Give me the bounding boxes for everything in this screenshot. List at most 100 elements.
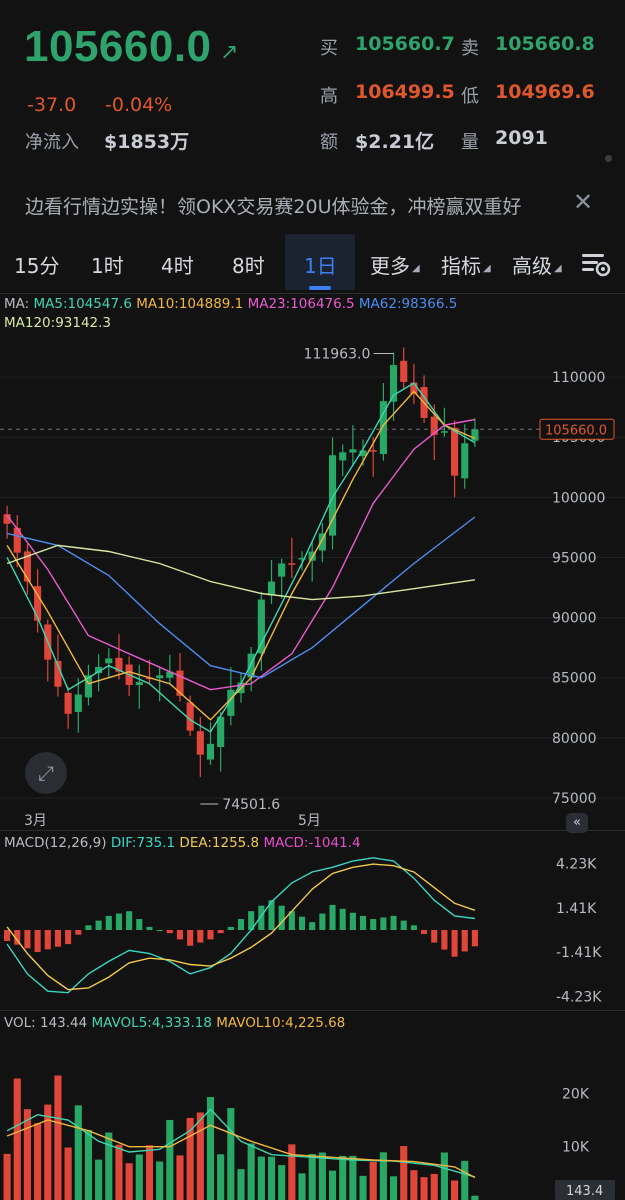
sell-label: 卖: [461, 38, 479, 59]
macd-chart[interactable]: 4.23K 1.41K -1.41K -4.23K: [0, 850, 625, 1010]
volume-bar: [145, 1145, 154, 1200]
volume-value: 2091: [495, 127, 548, 149]
candle-body: [186, 702, 194, 731]
promo-banner[interactable]: 边看行情边实操！领OKX交易赛20U体验金，冲榜赢双重好: [25, 196, 522, 218]
volume-bar: [84, 1129, 93, 1200]
volume-bar: [135, 1154, 143, 1200]
volume-bar: [166, 1119, 174, 1200]
scroll-to-latest-icon[interactable]: «: [566, 813, 588, 833]
candle-body: [400, 360, 408, 382]
volume-bar: [298, 1173, 306, 1200]
tab-15m[interactable]: 15分: [14, 254, 60, 278]
volume-bar: [105, 1132, 113, 1200]
macd-bar: [65, 930, 72, 945]
triangle-down-icon: ◢: [483, 263, 491, 274]
last-price-tag-text: 105660.0: [545, 423, 607, 438]
volume-bar: [156, 1161, 164, 1200]
vol-last-tag: [555, 1180, 615, 1200]
tab-4h[interactable]: 4时: [161, 254, 194, 278]
macd-bar: [217, 930, 224, 934]
volume-bar: [410, 1170, 418, 1200]
volume-bar: [196, 1112, 204, 1200]
candle-body: [23, 551, 31, 582]
macd-bar: [207, 930, 214, 940]
dif-line: [6, 857, 475, 994]
candle-body: [84, 675, 93, 698]
candle-body: [166, 671, 174, 678]
macd-bar: [156, 930, 163, 931]
tab-active-underline: [309, 286, 331, 290]
chart-settings-icon[interactable]: [580, 250, 612, 278]
tab-8h[interactable]: 8时: [232, 254, 265, 278]
candle-body: [156, 675, 164, 679]
macd-bar: [319, 913, 326, 930]
y-tick-label: 95000: [552, 550, 597, 566]
candle-body: [349, 449, 357, 453]
candle-body: [135, 681, 143, 686]
tab-active-background: [285, 234, 355, 290]
tab-1h[interactable]: 1时: [91, 254, 124, 278]
macd-bar: [126, 911, 133, 930]
tab-advanced[interactable]: 高级 ◢: [512, 250, 562, 279]
volume-bar: [359, 1175, 367, 1200]
price-change-pct: -0.04%: [105, 94, 173, 116]
volume-bar: [339, 1155, 347, 1200]
tab-indicators-label: 指标: [441, 254, 481, 278]
fullscreen-icon[interactable]: ⤢: [25, 752, 67, 794]
ma23-line: [6, 418, 476, 691]
dea-legend: DEA:1255.8: [179, 835, 260, 851]
macd-bar: [95, 920, 102, 930]
candle-body: [105, 658, 113, 664]
volume-bar: [23, 1109, 31, 1200]
macd-bar: [24, 930, 31, 949]
buy-value: 105660.7: [355, 33, 455, 55]
close-icon[interactable]: ✕: [573, 188, 594, 216]
tab-more[interactable]: 更多 ◢: [370, 250, 420, 279]
macd-bar: [115, 913, 123, 930]
y-tick-label: 85000: [552, 671, 597, 687]
netflow-label: 净流入: [25, 132, 79, 153]
vol-divider: [0, 1010, 625, 1011]
volume-bar: [430, 1173, 438, 1200]
volume-bar: [420, 1177, 428, 1200]
macd-y-tick: 1.41K: [556, 901, 597, 917]
macd-bar: [14, 930, 21, 945]
macd-bar: [136, 919, 143, 930]
candle-body: [318, 533, 326, 551]
macd-bar: [34, 930, 41, 952]
macd-bar: [400, 920, 407, 930]
amount-value: $2.21亿: [355, 131, 435, 153]
macd-bar: [451, 930, 458, 957]
vol-legend: VOL: 143.44 MAVOL5:4,333.18 MAVOL10:4,22…: [4, 1015, 345, 1031]
volume-chart[interactable]: 20K 10K 143.4: [0, 1030, 625, 1200]
y-tick-label: 80000: [552, 731, 597, 747]
volume-bar: [217, 1154, 225, 1200]
y-tick-label: 90000: [552, 611, 597, 627]
ma62-line: [6, 516, 476, 679]
macd-bar: [146, 926, 153, 930]
dif-legend: DIF:735.1: [110, 835, 176, 851]
candlestick-chart[interactable]: 7500080000850009000095000100000105000110…: [0, 335, 625, 810]
volume-bar: [328, 1170, 337, 1200]
volume-bar: [451, 1180, 459, 1200]
volume-bar: [3, 1153, 11, 1200]
candle-body: [247, 653, 255, 678]
volume-bar: [257, 1156, 265, 1200]
candle-body: [196, 731, 204, 755]
macd-bar: [278, 905, 285, 930]
macd-bar: [421, 930, 428, 934]
x-label-march: 3月: [24, 813, 47, 829]
candle-body: [379, 401, 387, 455]
volume-bar: [95, 1159, 103, 1200]
tab-indicators[interactable]: 指标 ◢: [441, 250, 491, 279]
candle-body: [389, 365, 398, 402]
interval-tabs: 15分 1时 4时 8时 1日 更多 ◢ 指标 ◢ 高级 ◢: [0, 232, 625, 294]
volume-bar: [400, 1146, 408, 1200]
ma23-legend: MA23:106476.5: [247, 296, 355, 312]
candle-body: [3, 514, 11, 524]
volume-bar: [389, 1176, 398, 1200]
volume-bar: [125, 1163, 133, 1200]
tab-1d[interactable]: 1日: [304, 254, 337, 278]
macd-bar: [258, 905, 265, 930]
candle-body: [64, 692, 72, 714]
